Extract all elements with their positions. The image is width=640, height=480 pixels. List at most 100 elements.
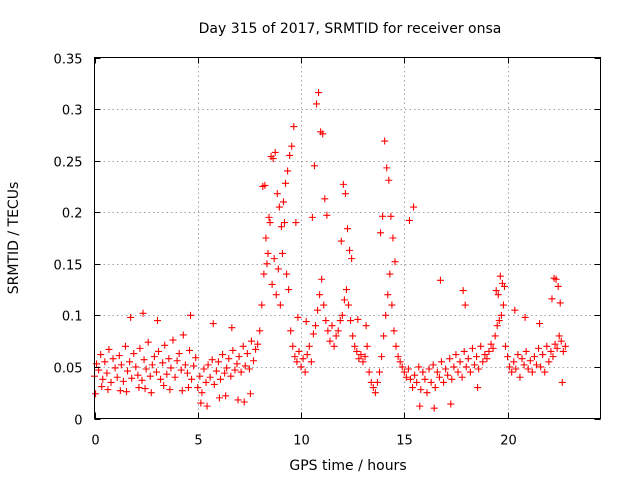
data-point [307,358,315,366]
data-point [491,332,499,340]
data-point [179,331,187,339]
data-point [302,318,310,326]
data-point [203,402,211,410]
data-point [103,369,111,377]
data-point [281,219,289,227]
data-point [171,373,179,381]
data-point [123,388,131,396]
data-point [314,306,322,314]
data-point [504,353,512,361]
data-point [231,366,239,374]
data-point [381,137,389,145]
x-tick-label: 0 [91,434,99,449]
data-point [303,351,311,359]
data-point [413,378,421,386]
data-point [132,363,140,371]
data-point [365,368,373,376]
data-point [139,309,147,317]
data-point [269,155,277,163]
data-point [342,286,350,294]
data-point [311,322,319,330]
data-point [512,365,520,373]
data-point [557,337,565,345]
data-point [293,358,301,366]
data-point [98,383,106,391]
data-point [477,342,485,350]
data-point [264,249,272,257]
data-point [282,179,290,187]
data-point [474,384,482,392]
data-point [265,213,273,221]
data-point [492,287,500,295]
data-point [494,291,502,299]
data-point [225,355,233,363]
data-point [141,385,149,393]
data-point [295,347,303,355]
data-point [475,365,483,373]
data-point [97,351,105,359]
data-point [415,363,423,371]
data-point [421,375,429,383]
data-point [373,378,381,386]
data-point [178,387,186,395]
data-point [270,255,278,263]
data-point [437,358,445,366]
data-point [405,216,413,224]
data-point [354,315,362,323]
data-point [146,372,154,380]
data-point [506,363,514,371]
data-point [554,282,562,290]
data-point [384,291,392,299]
data-point [173,357,181,365]
data-point [308,213,316,221]
data-point [288,142,296,150]
y-tick-label: 0.2 [62,207,83,222]
data-point [204,361,212,369]
data-point [285,286,293,294]
data-point [464,355,472,363]
data-point [511,306,519,314]
data-point [274,265,282,273]
data-point [387,212,395,220]
data-point [196,372,204,380]
data-points [91,89,569,412]
data-point [198,389,206,397]
data-point [340,296,348,304]
data-point [109,355,117,363]
data-point [316,291,324,299]
data-point [275,203,283,211]
data-point [345,301,353,309]
data-point [456,358,464,366]
data-point [263,260,271,268]
data-point [328,322,336,330]
data-point [332,332,340,340]
data-point [521,313,529,321]
data-point [163,370,171,378]
data-point [157,375,165,383]
data-point [115,352,123,360]
data-point [535,344,543,352]
data-point [363,342,371,350]
data-point [291,353,299,361]
data-point [233,360,241,368]
data-point [431,384,439,392]
data-point [200,365,208,373]
data-point [392,342,400,350]
data-point [250,357,258,365]
data-point [206,373,214,381]
data-point [436,276,444,284]
data-point [361,353,369,361]
data-point [160,381,168,389]
data-point [261,181,269,189]
data-point [177,366,185,374]
data-point [323,211,331,219]
data-point [237,368,245,376]
data-point [301,368,309,376]
data-point [396,358,404,366]
data-point [400,368,408,376]
data-point [367,378,375,386]
data-point [169,336,177,344]
data-point [558,378,566,386]
data-point [239,342,247,350]
data-point [256,327,264,335]
